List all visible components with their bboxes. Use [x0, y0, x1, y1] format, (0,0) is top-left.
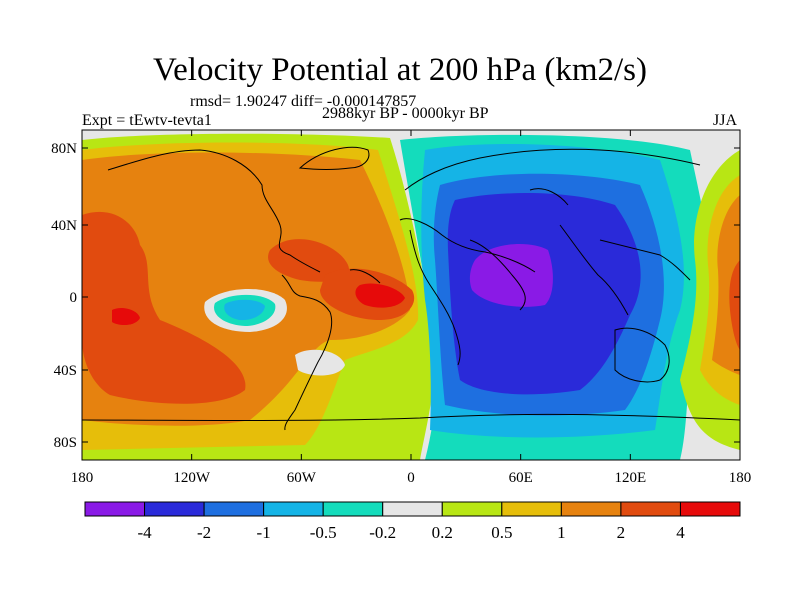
lon-tick-label: 60E — [509, 470, 533, 486]
lat-tick-label: 40N — [51, 218, 77, 234]
contour-band-2-caribbean — [268, 239, 349, 282]
contour-band-east-2 — [729, 260, 740, 350]
contour-field — [82, 130, 740, 460]
lon-tick-label: 120W — [173, 470, 211, 486]
colorbar-swatch — [84, 501, 146, 517]
lon-tick-label: 0 — [407, 470, 415, 486]
colorbar-label: -0.5 — [310, 523, 337, 542]
contour-band-neg-1 — [224, 299, 265, 321]
lon-axis: 180 120W 60W 0 60E 120E 180 — [71, 130, 752, 486]
colorbar-labels: -4 -2 -1 -0.5 -0.2 0.2 0.5 1 2 4 — [137, 523, 685, 542]
contour-band-4-pacific — [112, 307, 140, 326]
colorbar-swatch — [322, 501, 384, 517]
lat-tick-label: 80N — [51, 141, 77, 157]
colorbar-swatch — [560, 501, 622, 517]
colorbar-swatch — [620, 501, 681, 517]
contour-band-zero-south — [295, 349, 345, 376]
colorbar-label: 0.2 — [432, 523, 453, 542]
period-label: 2988kyr BP - 0000kyr BP — [322, 105, 489, 122]
lon-tick-label: 180 — [729, 470, 752, 486]
colorbar-swatch — [203, 501, 265, 517]
lat-tick-label: 80S — [54, 435, 77, 451]
colorbar-label: -2 — [197, 523, 211, 542]
lat-tick-label: 0 — [70, 290, 78, 306]
contour-band-neg-4-east — [469, 244, 553, 307]
colorbar-label: -0.2 — [369, 523, 396, 542]
colorbar-label: 4 — [676, 523, 685, 542]
lon-tick-label: 120E — [614, 470, 646, 486]
colorbar-label: -1 — [257, 523, 271, 542]
contour-band-2-west — [82, 211, 246, 404]
colorbar-label: 1 — [557, 523, 566, 542]
coastlines — [82, 146, 740, 431]
map-title: Velocity Potential at 200 hPa (km2/s) — [152, 52, 648, 88]
stats-text: rmsd= 1.90247 diff= -0.000147857 — [190, 93, 417, 110]
colorbar-label: 0.5 — [491, 523, 512, 542]
colorbar-label: 2 — [617, 523, 626, 542]
lat-axis: 80N 40N 0 40S 80S — [51, 141, 740, 451]
lon-tick-label: 180 — [71, 470, 94, 486]
colorbar-swatch — [679, 501, 741, 517]
lat-tick-label: 40S — [54, 363, 77, 379]
contour-band-4-atlantic — [355, 283, 405, 308]
colorbar-swatch — [441, 501, 503, 517]
colorbar — [84, 501, 741, 517]
colorbar-swatch — [501, 501, 562, 517]
lon-tick-label: 60W — [287, 470, 317, 486]
experiment-label: Expt = tEwtv-tevta1 — [82, 112, 212, 129]
colorbar-label: -4 — [137, 523, 152, 542]
season-label: JJA — [713, 112, 738, 129]
colorbar-swatch — [144, 501, 205, 517]
colorbar-swatch — [263, 501, 324, 517]
colorbar-swatch — [382, 501, 443, 517]
